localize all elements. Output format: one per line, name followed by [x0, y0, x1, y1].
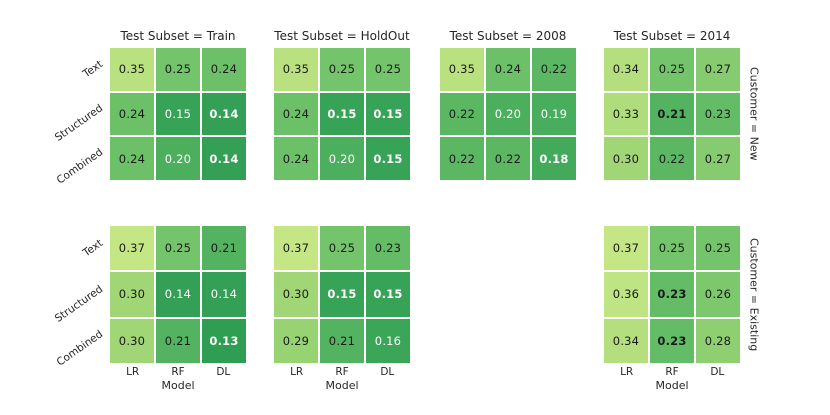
heatmap-cell: 0.37 [274, 226, 318, 271]
heatmap-cell: 0.30 [110, 318, 154, 363]
heatmap-cell: 0.25 [156, 226, 200, 271]
heatmap-cell: 0.35 [440, 48, 484, 91]
col-tick-label: LR [290, 366, 304, 378]
row-margin-label: Customer = Existing [747, 237, 761, 352]
heatmap-cell: 0.21 [650, 92, 694, 136]
heatmap-panel: 0.35 0.25 0.25 0.24 0.15 0.15 0.24 0.20 0.15 [274, 48, 410, 180]
heatmap-cell: 0.24 [274, 137, 318, 180]
heatmap-cell: 0.24 [486, 48, 530, 91]
heatmap-panel: 0.35 0.24 0.22 0.22 0.20 0.19 0.22 0.22 0.18 [440, 48, 576, 180]
col-tick-label: DL [216, 366, 231, 378]
heatmap-cell: 0.15 [366, 137, 410, 180]
heatmap-cell: 0.20 [320, 137, 364, 180]
row-margin-label: Customer = New [747, 67, 761, 161]
heatmap-cell: 0.14 [202, 272, 246, 317]
heatmap-cell: 0.35 [110, 48, 154, 91]
heatmap-panel: 0.37 0.25 0.25 0.36 0.23 0.26 0.34 0.23 0.28 [604, 226, 740, 363]
heatmap-cell: 0.37 [604, 226, 648, 271]
heatmap-cell: 0.36 [604, 272, 648, 317]
heatmap-cell: 0.21 [202, 226, 246, 271]
heatmap-cell: 0.27 [696, 137, 740, 180]
facet-title: Test Subset = 2008 [449, 29, 567, 43]
heatmap-cell: 0.28 [696, 318, 740, 363]
heatmap-cell: 0.14 [202, 137, 246, 180]
heatmap-cell: 0.19 [532, 92, 576, 136]
heatmap-cell: 0.16 [366, 318, 410, 363]
heatmap-cell: 0.33 [604, 92, 648, 136]
heatmap-cell: 0.30 [274, 272, 318, 317]
heatmap-cell: 0.25 [320, 48, 364, 91]
heatmap-cell: 0.26 [696, 272, 740, 317]
heatmap-cell: 0.22 [486, 137, 530, 180]
col-tick-label: DL [380, 366, 395, 378]
x-axis-label: Model [325, 379, 359, 392]
heatmap-cell: 0.15 [320, 92, 364, 136]
heatmap-panel: 0.34 0.25 0.27 0.33 0.21 0.23 0.30 0.22 0.27 [604, 48, 740, 180]
heatmap-cell: 0.34 [604, 318, 648, 363]
heatmap-cell: 0.18 [532, 137, 576, 180]
heatmap-cell: 0.25 [320, 226, 364, 271]
heatmap-cell: 0.25 [696, 226, 740, 271]
heatmap-cell: 0.37 [110, 226, 154, 271]
facet-title: Test Subset = 2014 [613, 29, 731, 43]
facet-title: Test Subset = Train [120, 29, 236, 43]
heatmap-cell: 0.25 [650, 48, 694, 91]
col-tick-label: RF [335, 366, 349, 378]
heatmap-cell: 0.23 [366, 226, 410, 271]
heatmap-cell: 0.15 [366, 92, 410, 136]
heatmap-cell: 0.24 [110, 92, 154, 136]
heatmap-cell: 0.34 [604, 48, 648, 91]
heatmap-cell: 0.15 [366, 272, 410, 317]
heatmap-cell: 0.27 [696, 48, 740, 91]
heatmap-cell: 0.22 [532, 48, 576, 91]
heatmap-cell: 0.23 [650, 318, 694, 363]
heatmap-cell: 0.14 [202, 92, 246, 136]
heatmap-cell: 0.30 [110, 272, 154, 317]
col-tick-label: DL [710, 366, 725, 378]
heatmap-cell: 0.24 [110, 137, 154, 180]
col-tick-label: RF [665, 366, 679, 378]
heatmap-cell: 0.22 [440, 137, 484, 180]
heatmap-cell: 0.15 [320, 272, 364, 317]
heatmap-cell: 0.21 [320, 318, 364, 363]
heatmap-cell: 0.14 [156, 272, 200, 317]
col-tick-label: RF [171, 366, 185, 378]
heatmap-panel: 0.37 0.25 0.23 0.30 0.15 0.15 0.29 0.21 0.16 [274, 226, 410, 363]
heatmap-cell: 0.30 [604, 137, 648, 180]
heatmap-cell: 0.23 [696, 92, 740, 136]
heatmap-cell: 0.22 [650, 137, 694, 180]
col-tick-label: LR [620, 366, 634, 378]
heatmap-cell: 0.15 [156, 92, 200, 136]
heatmap-cell: 0.21 [156, 318, 200, 363]
col-tick-label: LR [126, 366, 140, 378]
heatmap-cell: 0.25 [366, 48, 410, 91]
heatmap-cell: 0.24 [202, 48, 246, 91]
heatmap-panel: 0.35 0.25 0.24 0.24 0.15 0.14 0.24 0.20 0.14 [110, 48, 246, 180]
heatmap-cell: 0.23 [650, 272, 694, 317]
x-axis-label: Model [161, 379, 195, 392]
heatmap-cell: 0.13 [202, 318, 246, 363]
heatmap-cell: 0.22 [440, 92, 484, 136]
heatmap-cell: 0.24 [274, 92, 318, 136]
facet-title: Test Subset = HoldOut [274, 29, 410, 43]
heatmap-cell: 0.25 [650, 226, 694, 271]
heatmap-cell: 0.20 [486, 92, 530, 136]
heatmap-cell: 0.35 [274, 48, 318, 91]
heatmap-cell: 0.20 [156, 137, 200, 180]
heatmap-panel: 0.37 0.25 0.21 0.30 0.14 0.14 0.30 0.21 0.13 [110, 226, 246, 363]
heatmap-cell: 0.25 [156, 48, 200, 91]
heatmap-cell: 0.29 [274, 318, 318, 363]
x-axis-label: Model [655, 379, 689, 392]
